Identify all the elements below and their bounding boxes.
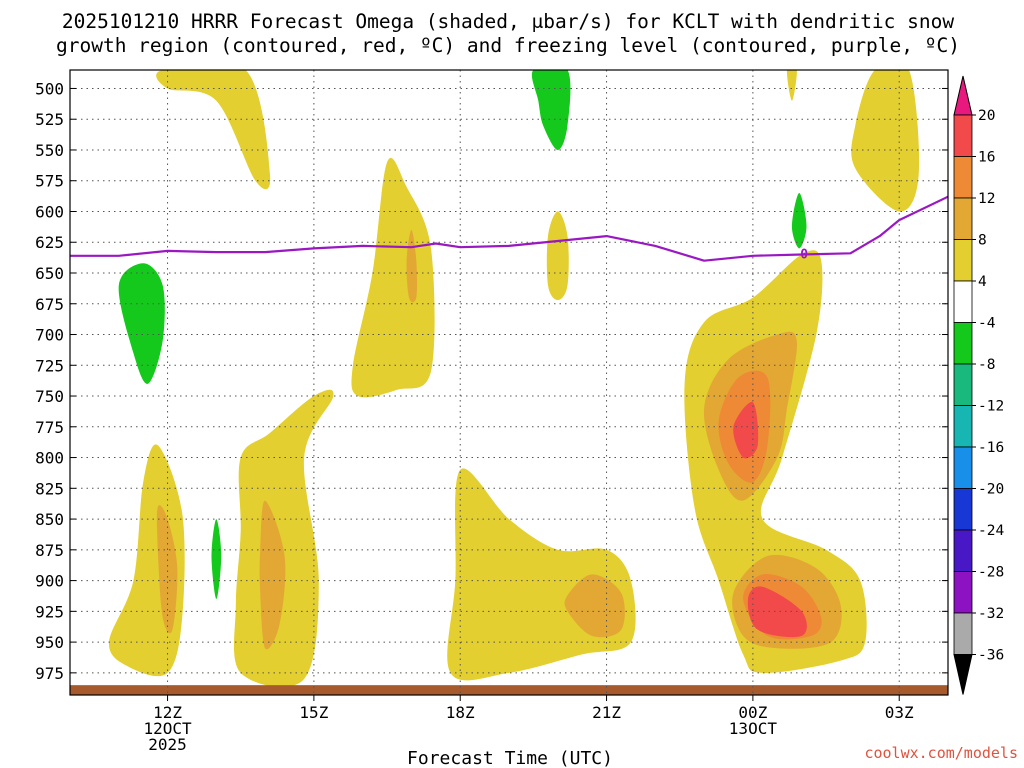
chart-title-line-2: growth region (contoured, red, ºC) and f… xyxy=(56,34,960,57)
omega-shading-layer xyxy=(108,70,920,688)
omega-region-18 xyxy=(786,70,797,101)
y-tick-label: 625 xyxy=(35,233,64,252)
y-tick-label: 550 xyxy=(35,141,64,160)
omega-region-16 xyxy=(747,586,807,638)
y-tick-label: 900 xyxy=(35,572,64,591)
y-tick-label: 825 xyxy=(35,479,64,498)
y-tick-label: 650 xyxy=(35,264,64,283)
x-tick-label: 03Z xyxy=(885,703,914,722)
y-tick-label: 525 xyxy=(35,110,64,129)
colorbar-swatch xyxy=(953,571,973,614)
grid-lines xyxy=(70,70,948,695)
omega-region-13 xyxy=(733,401,759,459)
omega-region-1 xyxy=(156,70,271,190)
y-tick-label: 500 xyxy=(35,79,64,98)
surface-ground-band xyxy=(70,685,948,695)
colorbar-swatch xyxy=(953,446,973,489)
x-tick-label: 12Z xyxy=(153,703,182,722)
omega-region-5 xyxy=(259,500,286,650)
colorbar-label: 12 xyxy=(978,191,995,207)
y-tick-label: 975 xyxy=(35,664,64,683)
chart-title-line-1: 2025101210 HRRR Forecast Omega (shaded, … xyxy=(62,10,954,33)
omega-region-21 xyxy=(531,70,571,150)
colorbar-swatch xyxy=(953,529,973,572)
colorbar-swatch xyxy=(953,612,973,655)
colorbar-bottom-arrow xyxy=(953,654,973,695)
y-tick-label: 875 xyxy=(35,541,64,560)
colorbar-label: -28 xyxy=(978,565,1004,581)
y-tick-label: 600 xyxy=(35,202,64,221)
omega-region-19 xyxy=(851,70,920,212)
colorbar-label: -20 xyxy=(978,482,1004,498)
colorbar-swatch xyxy=(953,322,973,365)
omega-region-9 xyxy=(564,574,625,638)
y-tick-label: 700 xyxy=(35,326,64,345)
colorbar-label: -4 xyxy=(978,316,996,332)
colorbar-swatch xyxy=(953,363,973,406)
y-tick-label: 950 xyxy=(35,633,64,652)
y-tick-label: 725 xyxy=(35,356,64,375)
omega-region-4 xyxy=(233,389,334,688)
omega-region-10 xyxy=(684,250,867,673)
colorbar: 20 16 12 8 4 -4 -8 -12 -16 -20 -24 -28 -32 -36 xyxy=(953,75,1004,695)
colorbar-swatch xyxy=(953,488,973,531)
y-tick-label: 775 xyxy=(35,418,64,437)
freezing-level-label: 0 xyxy=(800,247,808,262)
colorbar-label: 16 xyxy=(978,150,995,166)
colorbar-swatch xyxy=(953,156,973,199)
colorbar-label: -32 xyxy=(978,606,1004,622)
omega-region-22 xyxy=(791,193,807,249)
colorbar-swatch xyxy=(953,197,973,240)
y-tick-label: 575 xyxy=(35,172,64,191)
colorbar-swatch xyxy=(953,114,973,157)
colorbar-label: 8 xyxy=(978,233,987,249)
y-tick-label: 675 xyxy=(35,295,64,314)
credit-link[interactable]: coolwx.com/models xyxy=(864,744,1018,762)
colorbar-swatch xyxy=(953,239,973,282)
y-tick-label: 750 xyxy=(35,387,64,406)
colorbar-label: -36 xyxy=(978,648,1004,664)
colorbar-swatch xyxy=(953,280,973,323)
y-tick-label: 850 xyxy=(35,510,64,529)
omega-region-8 xyxy=(447,468,636,681)
x-axis-label: Forecast Time (UTC) xyxy=(407,748,613,768)
y-tick-label: 800 xyxy=(35,449,64,468)
x-tick-label: 21Z xyxy=(592,703,621,722)
colorbar-label: 4 xyxy=(978,274,987,290)
omega-region-2 xyxy=(351,157,435,398)
colorbar-label: 20 xyxy=(978,108,995,124)
colorbar-label: -16 xyxy=(978,440,1004,456)
omega-region-7 xyxy=(156,505,178,634)
x-tick-label: 15Z xyxy=(299,703,328,722)
x-tick-label: 13OCT xyxy=(729,719,778,738)
colorbar-label: -24 xyxy=(978,523,1004,539)
omega-region-23 xyxy=(211,519,222,599)
x-tick-label: 12OCT xyxy=(143,719,192,738)
omega-region-17 xyxy=(546,211,569,301)
y-tick-label: 925 xyxy=(35,602,64,621)
plot-frame xyxy=(69,69,949,696)
freezing-level-layer: 0 xyxy=(70,195,948,262)
colorbar-label: -8 xyxy=(978,357,995,373)
x-tick-label: 18Z xyxy=(446,703,475,722)
colorbar-label: -12 xyxy=(978,399,1004,415)
y-axis: 500 525 550 575 600 625 650 675 700 725 750 775 800 8… xyxy=(35,79,948,683)
freezing-level-line xyxy=(70,195,948,262)
colorbar-swatch xyxy=(953,405,973,448)
omega-region-20 xyxy=(118,263,165,384)
x-tick-label: 00Z xyxy=(738,703,767,722)
colorbar-top-arrow xyxy=(953,75,973,116)
x-tick-label: 2025 xyxy=(148,735,187,754)
